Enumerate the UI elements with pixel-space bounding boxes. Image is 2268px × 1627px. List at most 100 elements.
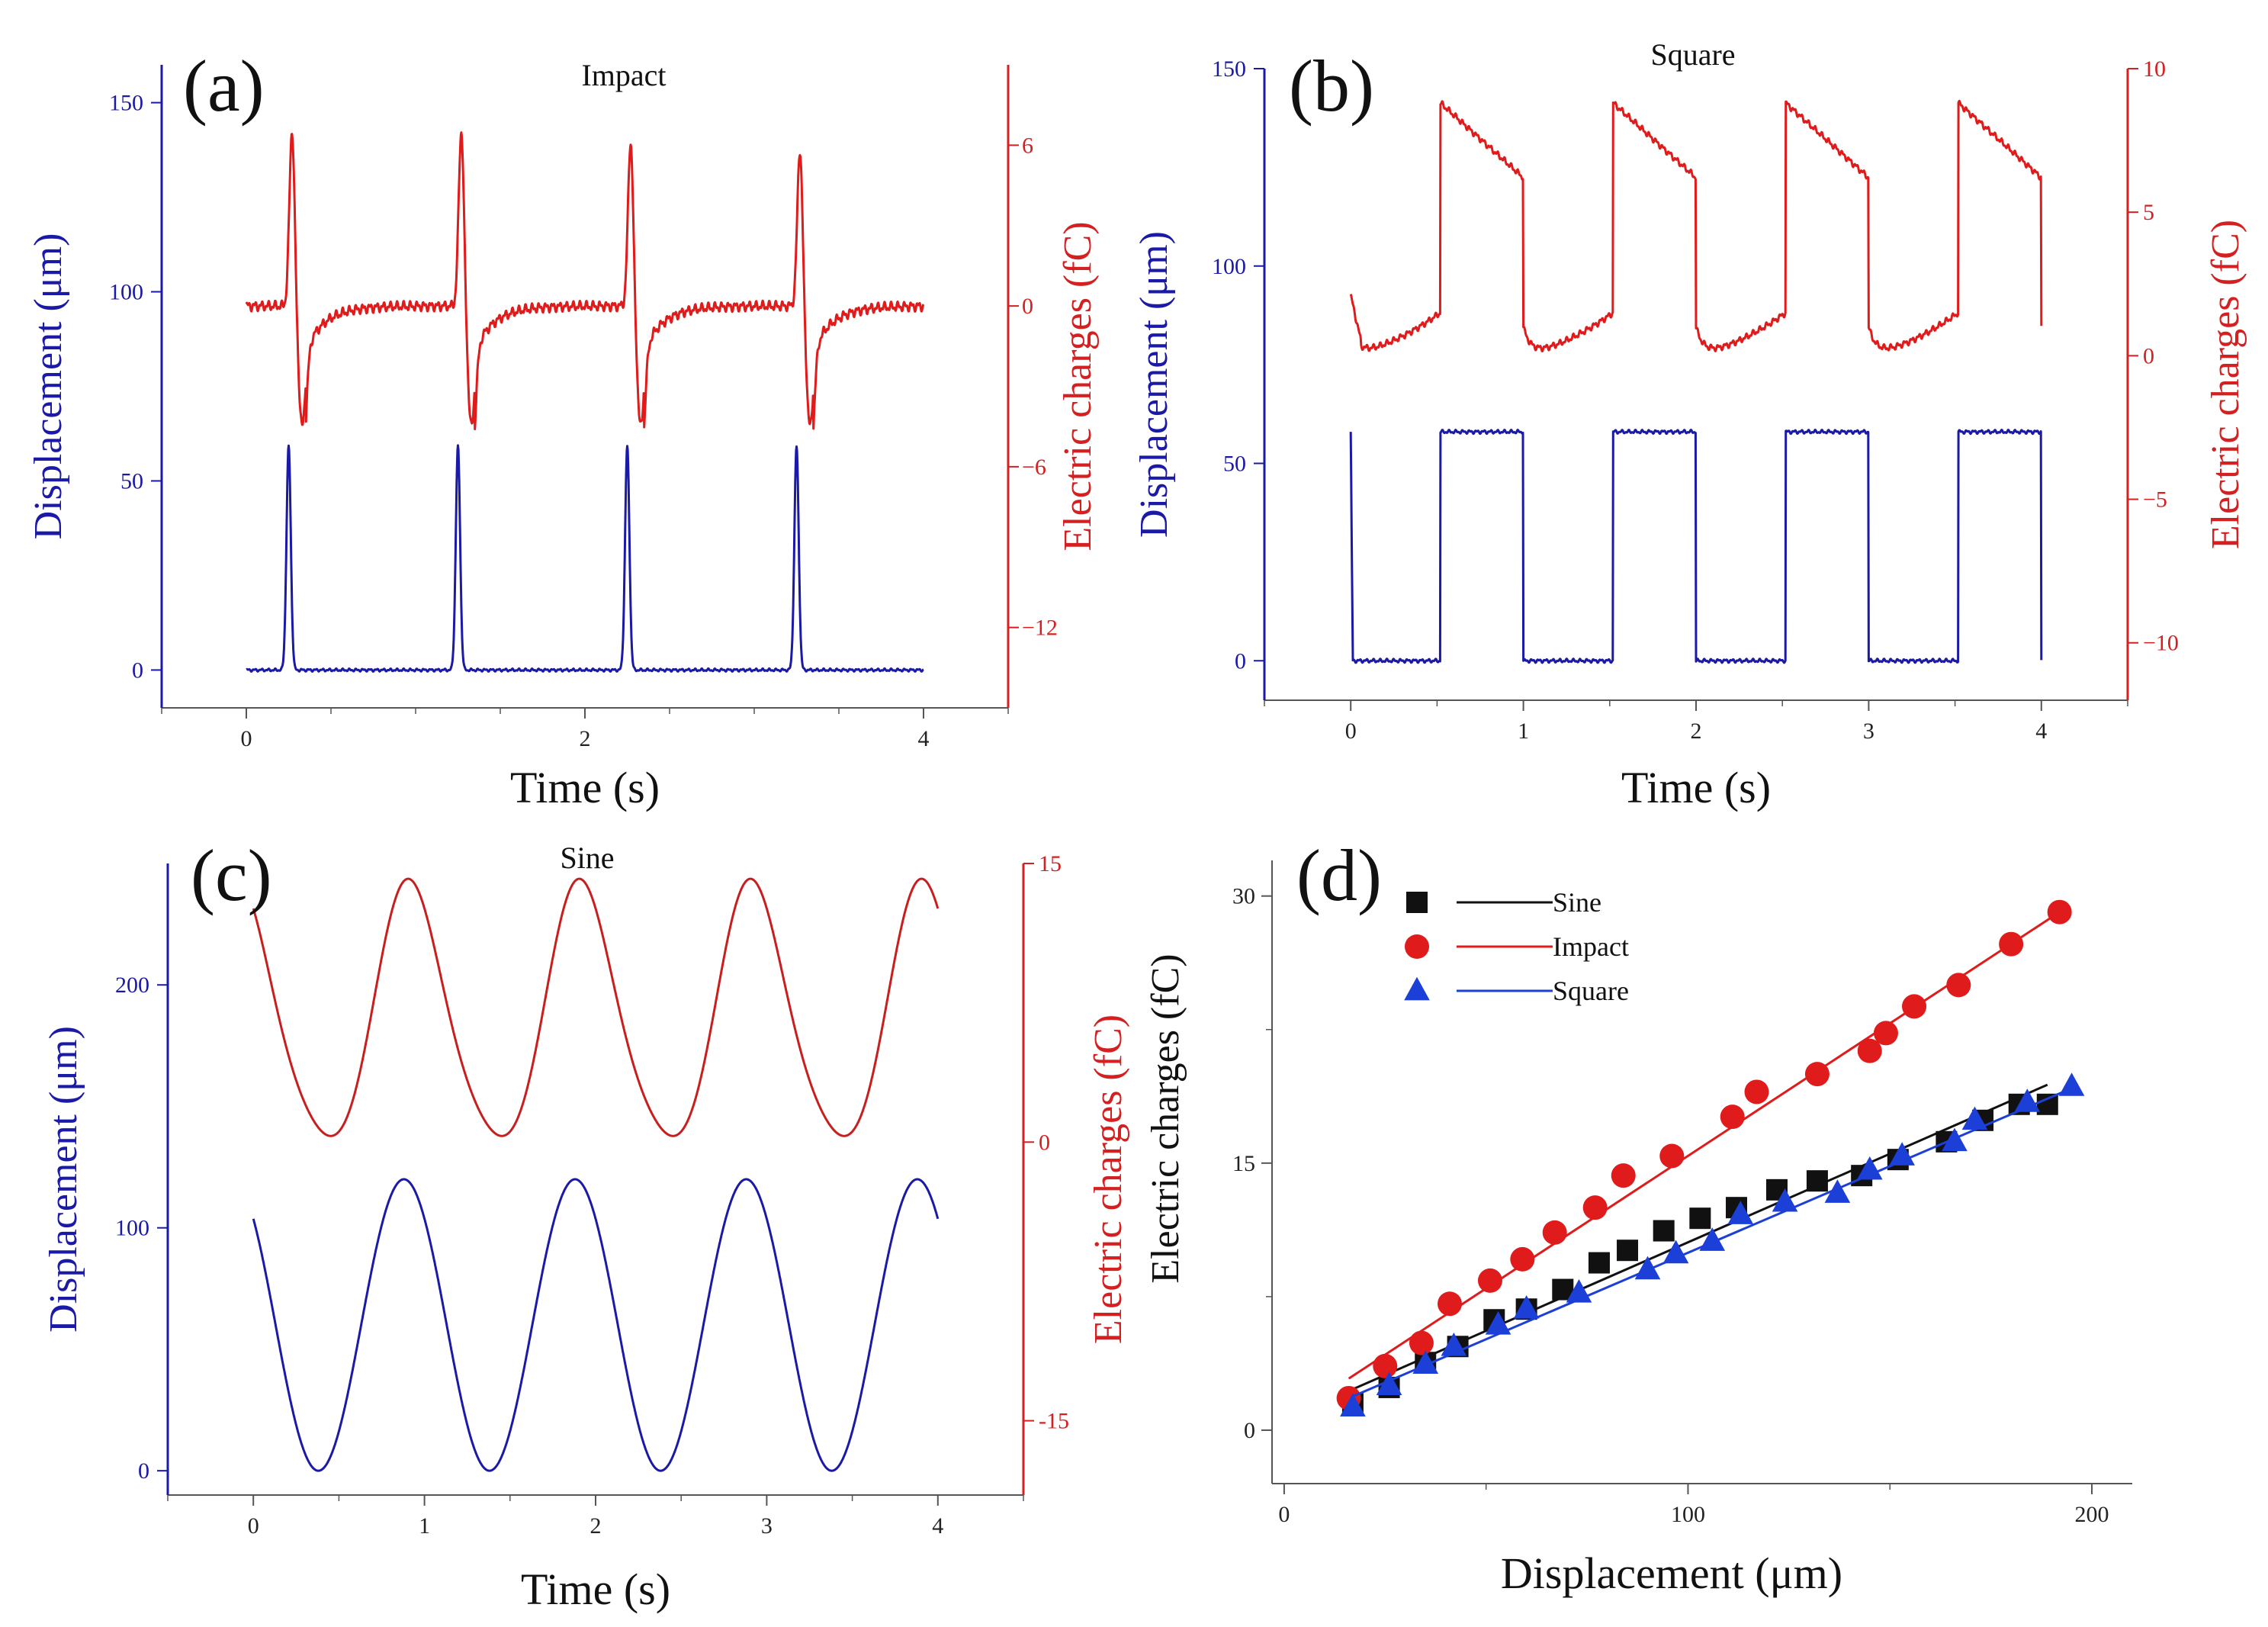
square-point [1634,1256,1661,1280]
square-point [1889,1142,1915,1166]
square-point [1942,1127,1968,1152]
x-tick-label: 2 [580,726,591,751]
x-tick-label: 3 [761,1513,773,1539]
right-y-tick-label: 0 [2143,343,2154,368]
impact-point [1902,994,1927,1019]
impact-point [1857,1038,1882,1063]
panel-letter: (a) [183,45,265,127]
left-y-tick-label: 100 [1212,254,1246,279]
impact-point [1946,973,1971,998]
sine-fit-line [1352,1083,2048,1391]
square-point [2058,1072,2085,1096]
impact-point [1659,1143,1685,1169]
impact-fit-line [1348,911,2061,1380]
left-y-tick-label: 0 [138,1458,149,1484]
panel-letter: (d) [1296,834,1382,916]
x-tick-label: 1 [1518,719,1529,744]
square-point [1485,1311,1511,1335]
sine-point [1689,1207,1711,1230]
y-tick-label: 0 [1244,1418,1255,1443]
left-y-tick-label: 0 [132,658,143,683]
series-impact [1336,899,2072,1410]
sine-point [1653,1220,1675,1242]
series-square [1340,1072,2085,1416]
impact-point [1744,1079,1769,1104]
charge-series-line [245,131,925,430]
charge-series-line [1349,99,2043,352]
legend-label: Sine [1553,887,1601,918]
square-point [1961,1106,1988,1130]
x-tick-label: 0 [241,726,252,751]
sine-point [1617,1240,1639,1262]
x-axis-label: Displacement (μm) [1501,1548,1842,1598]
right-y-tick-label: −6 [1022,455,1046,480]
x-axis-label: Time (s) [510,763,660,812]
right-y-axis-label: Electric charges (fC) [1056,221,1100,551]
legend-item-square: Square [1404,976,1629,1006]
square-point [1566,1279,1592,1303]
impact-point [1438,1291,1463,1317]
impact-point [1804,1062,1829,1087]
x-tick-label: 4 [2035,719,2047,744]
square-point [1441,1333,1467,1356]
x-axis-label: Time (s) [521,1564,670,1614]
right-y-tick-label: −10 [2143,631,2179,656]
x-tick-label: 4 [918,726,930,751]
legend-marker [1404,976,1430,1001]
x-tick-label: 2 [590,1513,602,1539]
right-y-tick-label: −12 [1022,616,1058,641]
sine-point [1806,1170,1828,1192]
right-y-tick-label: 5 [2143,200,2154,225]
x-tick-label: 200 [2075,1502,2109,1527]
displacement-series-line [1349,429,2043,664]
left-y-tick-label: 150 [1212,56,1246,82]
impact-point [1542,1220,1567,1245]
legend-item-sine: Sine [1406,887,1601,918]
square-point [1699,1227,1726,1251]
right-y-tick-label: 0 [1039,1130,1050,1155]
square-point [1824,1179,1851,1203]
left-y-tick-label: 50 [120,468,143,494]
left-y-tick-label: 100 [109,280,143,305]
right-y-tick-label: 10 [2143,56,2166,82]
chart-title: Impact [581,58,666,92]
y-axis-label: Electric charges (fC) [1144,953,1187,1283]
panel-d: 0 100 200 0 15 30 Sine Impact Square (d) Displacem… [1144,834,2132,1598]
right-y-tick-label: 0 [1022,294,1033,319]
impact-point [1373,1353,1398,1378]
sine-point [2036,1093,2058,1115]
square-point [1856,1156,1883,1180]
left-y-tick-label: 50 [1223,452,1246,477]
impact-point [1873,1021,1898,1046]
panel-c: 0 1 2 3 4 0 100 200 15 0 -15 (c) Sine Time (s) Displac… [42,834,1130,1614]
right-y-axis-label: Electric charges (fC) [2204,220,2247,549]
square-point [1412,1350,1439,1374]
y-tick-label: 30 [1232,884,1255,909]
impact-point [1477,1268,1502,1293]
square-point [1772,1188,1798,1212]
left-y-tick-label: 200 [115,973,149,998]
square-point [2014,1088,2041,1112]
panel-letter: (c) [191,834,272,916]
x-tick-label: 3 [1863,719,1874,744]
x-axis-label: Time (s) [1621,763,1771,812]
x-tick-label: 0 [1345,719,1357,744]
square-point [1662,1240,1689,1264]
right-y-axis-label: Electric charges (fC) [1087,1014,1130,1344]
x-tick-label: 2 [1691,719,1702,744]
right-y-tick-label: 15 [1039,851,1062,876]
y-tick-label: 15 [1232,1151,1255,1176]
displacement-series-line [246,444,924,673]
square-point [1340,1393,1366,1416]
legend-marker [1405,934,1429,959]
impact-point [1582,1195,1608,1220]
panel-letter: (b) [1289,45,1374,127]
left-y-tick-label: 100 [115,1216,149,1241]
left-y-axis-label: Displacement (μm) [42,1026,85,1333]
left-y-tick-label: 150 [109,91,143,116]
square-point [1727,1201,1754,1224]
impact-point [1720,1104,1745,1130]
legend-item-impact: Impact [1405,931,1629,962]
